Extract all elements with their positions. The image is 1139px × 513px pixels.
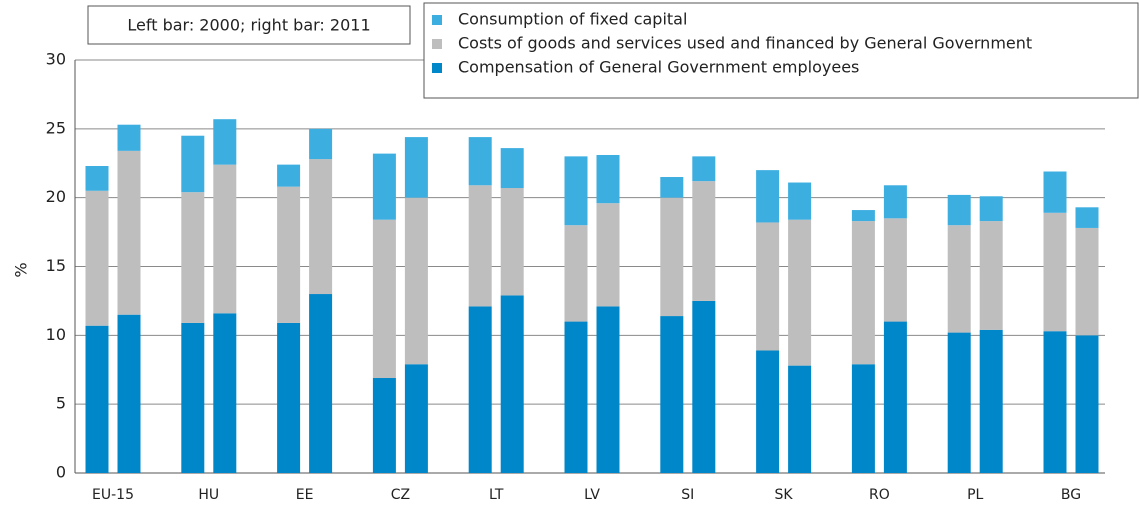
bar-segment <box>692 181 716 301</box>
bar-segment <box>1075 335 1099 473</box>
y-tick-label: 30 <box>46 50 66 69</box>
bar-segment <box>404 197 428 365</box>
bar-segment <box>883 321 907 473</box>
bar-segment <box>788 365 812 473</box>
bar-segment <box>468 185 492 307</box>
bar-segment <box>851 210 875 222</box>
bar-segment <box>564 321 588 473</box>
annotation: Left bar: 2000; right bar: 2011 <box>127 16 370 35</box>
bar-segment <box>756 350 780 473</box>
y-tick-label: 25 <box>46 118 66 137</box>
bar-segment <box>404 137 428 198</box>
bar-segment <box>117 124 141 151</box>
bar-segment <box>660 177 684 198</box>
y-tick-label: 0 <box>56 463 66 482</box>
bar-segment <box>309 294 333 473</box>
bar-segment <box>181 322 205 473</box>
legend-swatch <box>432 39 442 49</box>
bar-segment <box>1075 227 1099 336</box>
y-axis-label: % <box>12 262 31 277</box>
bar-segment <box>277 186 301 323</box>
bar-segment <box>979 221 1003 330</box>
bar-segment <box>117 314 141 473</box>
bar-segment <box>883 185 907 219</box>
x-tick-label: SK <box>775 487 794 503</box>
bar-segment <box>468 137 492 186</box>
bar-segment <box>1075 207 1099 228</box>
bar-segment <box>181 192 205 323</box>
bar-segment <box>788 182 812 220</box>
x-tick-label: LV <box>584 487 600 503</box>
bar-segment <box>213 119 237 165</box>
bar-segment <box>564 156 588 226</box>
bar-segment <box>788 219 812 366</box>
bar-segment <box>85 166 109 191</box>
legend-label: Costs of goods and services used and fin… <box>458 34 1032 53</box>
y-tick-label: 5 <box>56 394 66 413</box>
bar-segment <box>756 222 780 351</box>
bar-segment <box>1043 171 1067 213</box>
bar-segment <box>213 164 237 314</box>
bar-segment <box>851 364 875 473</box>
bar-segment <box>85 190 109 326</box>
x-tick-label: EU-15 <box>92 487 134 503</box>
legend-swatch <box>432 63 442 73</box>
bar-segment <box>181 135 205 193</box>
x-tick-label: HU <box>198 487 219 503</box>
bar-segment <box>500 188 524 296</box>
bar-segment <box>979 329 1003 473</box>
bar-segment <box>372 153 396 220</box>
bar-segment <box>979 196 1003 222</box>
x-tick-label: CZ <box>391 487 410 503</box>
bar-segment <box>213 313 237 473</box>
bar-segment <box>117 150 141 315</box>
bar-segment <box>309 128 333 160</box>
bar-segment <box>692 156 716 182</box>
y-tick-label: 20 <box>46 187 66 206</box>
bar-segment <box>85 325 109 473</box>
legend-label: Consumption of fixed capital <box>458 10 687 29</box>
legend-label: Compensation of General Government emplo… <box>458 58 859 77</box>
bar-segment <box>596 306 620 473</box>
bar-segment <box>692 300 716 473</box>
x-tick-label: BG <box>1061 487 1081 503</box>
bar-segment <box>851 221 875 365</box>
legend-swatch <box>432 15 442 25</box>
bar-segment <box>1043 331 1067 473</box>
bar-segment <box>500 148 524 189</box>
legend-box <box>423 2 1139 99</box>
bar-segment <box>372 219 396 379</box>
x-tick-label: RO <box>869 487 890 503</box>
x-tick-label: SI <box>681 487 694 503</box>
bar-segment <box>500 295 524 473</box>
bar-segment <box>468 306 492 473</box>
bar-segment <box>1043 212 1067 332</box>
bar-segment <box>660 316 684 473</box>
x-tick-label: LT <box>489 487 504 503</box>
x-tick-label: EE <box>296 487 314 503</box>
bar-segment <box>596 154 620 204</box>
y-tick-label: 10 <box>46 325 66 344</box>
bar-segment <box>660 197 684 317</box>
bar-segment <box>947 332 971 473</box>
bar-segment <box>404 364 428 473</box>
bar-segment <box>883 218 907 322</box>
bar-segment <box>309 159 333 295</box>
y-tick-label: 15 <box>46 256 66 275</box>
bar-segment <box>277 322 301 473</box>
bar-segment <box>277 164 301 187</box>
x-tick-label: PL <box>967 487 983 503</box>
bar-segment <box>756 170 780 223</box>
bar-segment <box>947 194 971 226</box>
bar-segment <box>947 225 971 333</box>
bar-segment <box>564 225 588 322</box>
bar-segment <box>596 203 620 307</box>
annotation-box <box>87 5 411 45</box>
bar-segment <box>372 378 396 473</box>
